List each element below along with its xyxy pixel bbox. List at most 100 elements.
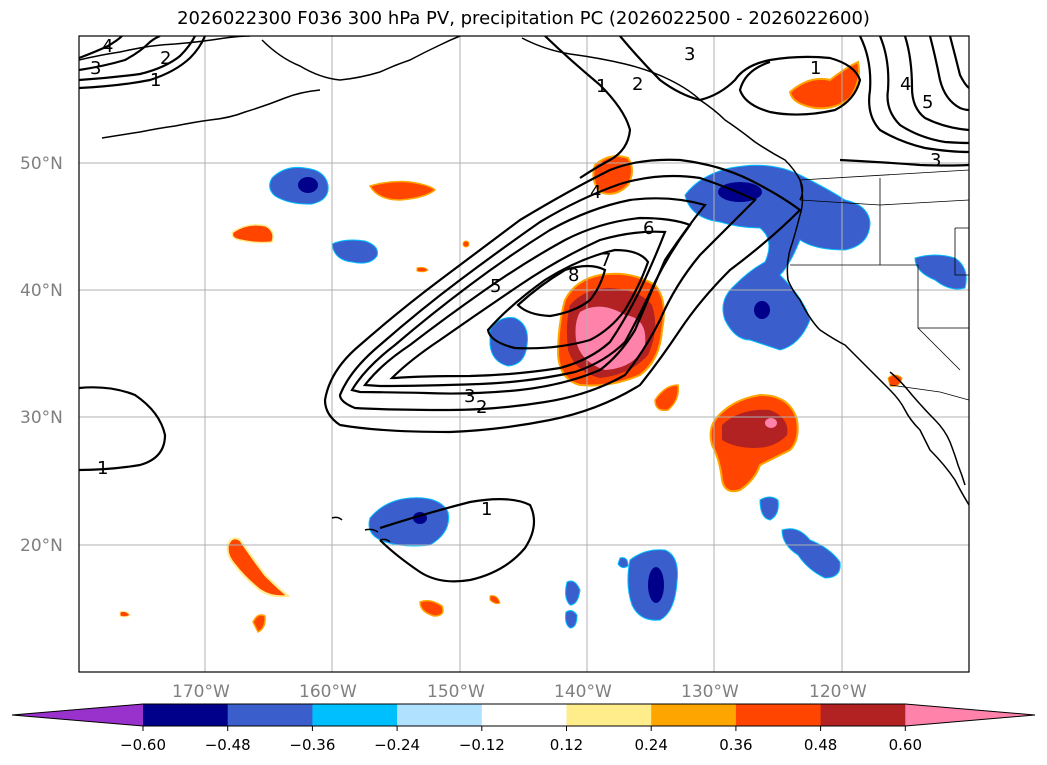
colorbar-segment-6 [566, 704, 652, 726]
pv-contour-labels: 2 3 4 5 6 7 8 1 1 1 1 1 2 2 3 3 3 4 4 5 [90, 36, 941, 520]
precip-negative-areas [269, 164, 967, 629]
border-mexico [889, 384, 969, 401]
precip-blob-neg-5 [914, 254, 967, 290]
pv-label-1e: 1 [150, 70, 161, 91]
pv-contour-6 [389, 230, 667, 380]
pv-contour-8 [516, 264, 607, 318]
precip-blob-neg-8 [781, 528, 841, 579]
pv-label-2c: 2 [632, 74, 643, 95]
colorbar-segment-4 [397, 704, 483, 726]
pv-label-3c: 3 [684, 44, 695, 65]
pv-contour-east-6 [839, 158, 969, 167]
state-borders [790, 169, 969, 401]
coast-aleutians [101, 89, 321, 139]
colorbar-tick-label: −0.12 [459, 736, 505, 754]
colorbar-tick-label: −0.24 [374, 736, 420, 754]
colorbar-tick-label: −0.48 [205, 736, 251, 754]
precip-blob-pos-11 [119, 610, 131, 618]
border-nevada [954, 227, 969, 276]
latitude-labels: 50°N 40°N 30°N 20°N [20, 154, 63, 556]
precip-core-neg-4b [754, 301, 770, 319]
border-us-canada [799, 169, 969, 181]
pv-label-4a: 4 [590, 182, 601, 203]
lon-label-140: 140°W [554, 682, 612, 702]
precip-core-neg-1 [298, 177, 318, 193]
precip-blob-neg-9 [759, 496, 779, 521]
colorbar-tick-label: 0.24 [634, 736, 667, 754]
pv-label-1a: 1 [97, 458, 108, 479]
pv-contour-south [379, 498, 536, 583]
precip-blob-pos-13 [416, 266, 429, 273]
pv-label-6a: 6 [643, 218, 654, 239]
pv-label-4b: 4 [102, 36, 113, 57]
precip-blob-pos-12 [887, 374, 903, 387]
colorbar-segment-5 [481, 704, 567, 726]
colorbar-tick-label: 0.12 [550, 736, 583, 754]
pv-contour-5 [362, 216, 692, 388]
precip-blob-pos-2 [231, 224, 274, 244]
colorbar-tick-label: 0.48 [804, 736, 837, 754]
lon-label-130: 130°W [681, 682, 739, 702]
pv-contour-7 [486, 248, 650, 350]
precip-blob-pos-8 [226, 537, 291, 598]
colorbar-tick-label: −0.36 [289, 736, 335, 754]
pv-contour-north-1 [79, 36, 196, 82]
pv-contour-north-3 [79, 36, 161, 72]
pv-label-5b: 5 [922, 92, 933, 113]
lat-label-50: 50°N [20, 154, 63, 174]
pv-contours [79, 36, 969, 583]
coast-baja [889, 371, 966, 486]
pv-label-3a: 3 [464, 386, 475, 407]
pv-label-7a: 7 [600, 250, 611, 271]
lon-label-160: 160°W [299, 682, 357, 702]
precip-blob-pos-14 [489, 595, 501, 605]
pv-contour-east-1 [859, 36, 969, 154]
pv-contour-east-5 [948, 36, 969, 89]
colorbar-tick-label: −0.60 [120, 736, 166, 754]
precip-blob-neg-12 [617, 557, 629, 569]
coast-na-west [786, 179, 969, 506]
pv-label-8a: 8 [568, 265, 579, 286]
colorbar-segment-8 [735, 704, 822, 726]
pv-contour-jet-1 [544, 36, 632, 179]
pv-contour-north-2 [79, 36, 207, 90]
precip-blob-pos-10 [419, 599, 444, 617]
pv-label-4c: 4 [900, 74, 911, 95]
lat-label-30: 30°N [20, 408, 63, 428]
lon-label-170: 170°W [172, 682, 230, 702]
pv-contour-3 [338, 174, 757, 412]
longitude-labels: 170°W 160°W 150°W 140°W 130°W 120°W [172, 682, 867, 702]
map-frame [78, 35, 970, 673]
precip-blob-neg-11 [565, 610, 578, 629]
lat-label-20: 20°N [20, 536, 63, 556]
colorbar-segment-3 [312, 704, 398, 726]
colorbar-tick-label: 0.36 [719, 736, 752, 754]
pv-contour-east-2 [878, 36, 969, 145]
precip-blob-pos-1 [368, 180, 437, 201]
precip-blob-pos-9 [252, 614, 266, 634]
colorbar-extend-left [12, 704, 143, 726]
pv-label-1d: 1 [810, 58, 821, 79]
pv-contour-2 [323, 158, 802, 434]
graticule [79, 36, 969, 672]
map-title: 2026022300 F036 300 hPa PV, precipitatio… [177, 8, 870, 29]
precip-core-neg-7 [648, 567, 664, 603]
precip-blob-neg-10 [565, 580, 581, 606]
lon-label-150: 150°W [427, 682, 485, 702]
precip-blob-pos-7-core [765, 418, 777, 428]
precip-blob-neg-4 [684, 164, 871, 351]
colorbar-segment-1 [143, 704, 229, 726]
precip-blob-pos-15 [462, 240, 470, 248]
pv-contour-east-3 [903, 36, 969, 132]
coast-alaska [79, 36, 804, 201]
colorbar-extend-right [905, 704, 1035, 726]
pv-contour-north-4 [79, 36, 123, 60]
pv-label-5a: 5 [490, 276, 501, 297]
colorbar-segment-2 [227, 704, 313, 726]
pv-label-1c: 1 [596, 76, 607, 97]
pv-label-2a: 2 [476, 397, 487, 418]
pv-label-3b: 3 [90, 58, 101, 79]
colorbar: −0.60 −0.48 −0.36 −0.24 −0.12 0.12 0.24 0.36 0.4… [11, 703, 1036, 754]
precip-blob-pos-6 [654, 384, 680, 412]
